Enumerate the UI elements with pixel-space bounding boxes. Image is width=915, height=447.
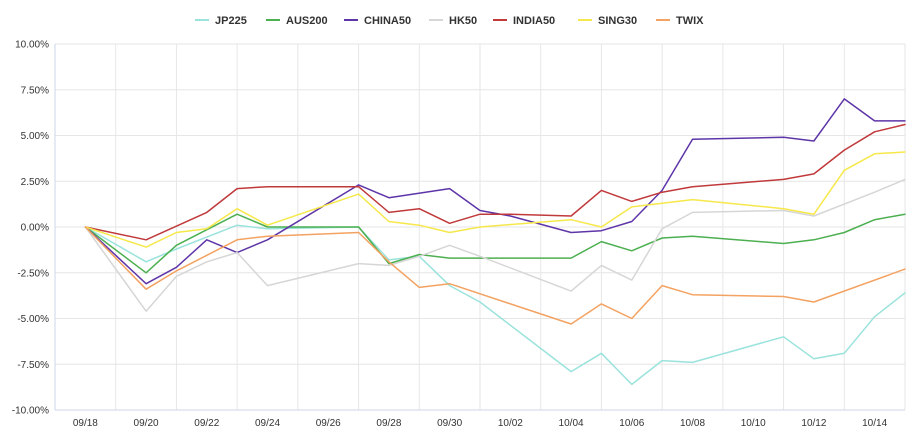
legend-label: HK50 [449,15,477,27]
series-line-china50[interactable] [84,98,906,285]
x-tick-label: 10/02 [498,418,523,429]
legend-item-jp225[interactable]: JP225 [195,15,247,27]
y-tick-label: -2.50% [17,268,49,279]
legend-item-hk50[interactable]: HK50 [429,15,477,27]
y-tick-label: 7.50% [21,85,49,96]
legend-item-india50[interactable]: INDIA50 [493,15,555,27]
x-tick-label: 10/14 [862,418,887,429]
y-tick-label: 10.00% [15,40,49,51]
y-tick-label: -5.00% [17,314,49,325]
legend-label: TWIX [676,15,704,27]
x-tick-label: 09/26 [316,418,341,429]
series-lines [84,98,906,386]
x-tick-label: 09/22 [194,418,219,429]
x-tick-label: 10/04 [559,418,584,429]
series-line-sing30[interactable] [84,151,906,248]
x-tick-label: 10/08 [680,418,705,429]
x-tick-label: 09/24 [255,418,280,429]
legend-item-aus200[interactable]: AUS200 [266,15,328,27]
x-tick-label: 10/10 [741,418,766,429]
series-line-india50[interactable] [84,123,906,241]
series-line-jp225[interactable] [84,224,906,386]
legend-item-twix[interactable]: TWIX [656,15,704,27]
series-line-aus200[interactable] [84,213,906,274]
legend-label: JP225 [215,15,247,27]
y-tick-label: -7.50% [17,360,49,371]
x-tick-label: 09/20 [134,418,159,429]
x-tick-label: 09/30 [437,418,462,429]
x-tick-label: 09/28 [376,418,401,429]
legend-label: SING30 [598,15,637,27]
y-tick-label: 0.00% [21,223,49,234]
y-tick-label: 2.50% [21,177,49,188]
y-tick-label: -10.00% [12,406,49,417]
legend[interactable]: JP225 AUS200 CHINA50 HK50 INDIA50 SING30 TWIX [195,15,704,27]
x-tick-label: 10/06 [619,418,644,429]
series-line-hk50[interactable] [84,178,906,312]
legend-item-china50[interactable]: CHINA50 [344,15,411,27]
series-line-twix[interactable] [84,226,906,325]
legend-item-sing30[interactable]: SING30 [578,15,637,27]
x-tick-label: 10/12 [801,418,826,429]
legend-label: AUS200 [286,15,328,27]
legend-label: CHINA50 [364,15,411,27]
y-tick-label: 5.00% [21,131,49,142]
axes: 10.00% 7.50% 5.00% 2.50% 0.00% -2.50% -5.00% -7… [12,40,906,429]
x-tick-label: 09/18 [73,418,98,429]
legend-label: INDIA50 [513,15,555,27]
